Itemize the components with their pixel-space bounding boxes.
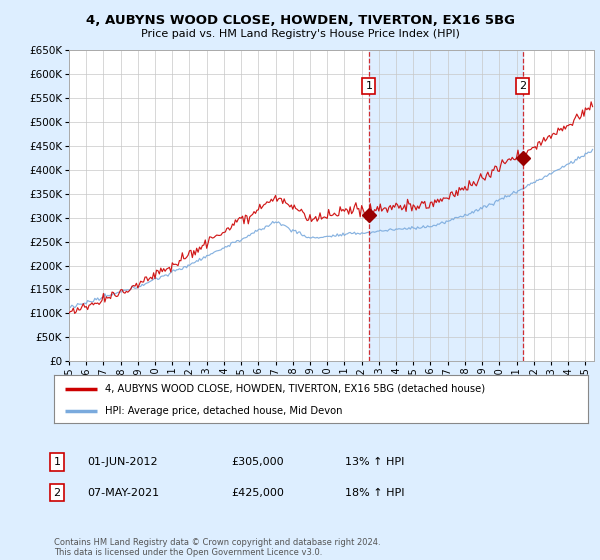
Text: £305,000: £305,000 xyxy=(231,457,284,467)
Text: 07-MAY-2021: 07-MAY-2021 xyxy=(87,488,159,498)
Bar xyxy=(369,50,523,361)
Text: Contains HM Land Registry data © Crown copyright and database right 2024.
This d: Contains HM Land Registry data © Crown c… xyxy=(54,538,380,557)
Text: 4, AUBYNS WOOD CLOSE, HOWDEN, TIVERTON, EX16 5BG (detached house): 4, AUBYNS WOOD CLOSE, HOWDEN, TIVERTON, … xyxy=(105,384,485,394)
Text: 1: 1 xyxy=(53,457,61,467)
Text: 2: 2 xyxy=(519,81,526,91)
Text: Price paid vs. HM Land Registry's House Price Index (HPI): Price paid vs. HM Land Registry's House … xyxy=(140,29,460,39)
Text: 01-JUN-2012: 01-JUN-2012 xyxy=(87,457,158,467)
Text: 13% ↑ HPI: 13% ↑ HPI xyxy=(345,457,404,467)
Text: £425,000: £425,000 xyxy=(231,488,284,498)
Text: 1: 1 xyxy=(365,81,373,91)
Text: HPI: Average price, detached house, Mid Devon: HPI: Average price, detached house, Mid … xyxy=(105,406,342,416)
Text: 2: 2 xyxy=(53,488,61,498)
Text: 4, AUBYNS WOOD CLOSE, HOWDEN, TIVERTON, EX16 5BG: 4, AUBYNS WOOD CLOSE, HOWDEN, TIVERTON, … xyxy=(86,14,515,27)
Text: 18% ↑ HPI: 18% ↑ HPI xyxy=(345,488,404,498)
